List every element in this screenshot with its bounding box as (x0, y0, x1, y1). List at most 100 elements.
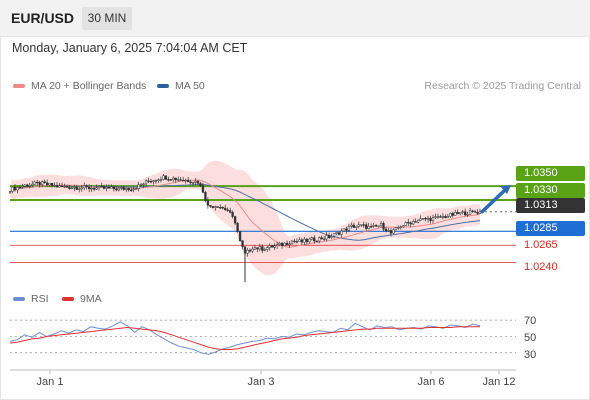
candle-body (337, 232, 341, 235)
candle-body (31, 183, 34, 186)
candle-body (50, 183, 54, 187)
candle-body (120, 187, 123, 189)
candle-body (288, 243, 291, 245)
candle-body (449, 213, 452, 217)
candle-body (216, 206, 219, 208)
candle-body (325, 235, 328, 240)
candle-body (303, 238, 306, 243)
candle-body (357, 224, 360, 227)
candle-body (43, 181, 46, 184)
rsi-line (9, 321, 481, 355)
header-bar: EUR/USD 30 MIN (0, 0, 590, 37)
candle-body (115, 188, 118, 191)
candle-body (268, 245, 271, 248)
candle-body (219, 207, 222, 209)
x-tick-jan6: Jan 6 (417, 376, 445, 388)
candle-body (90, 188, 93, 190)
candle-body (280, 242, 284, 246)
candle-body (23, 184, 26, 187)
level-label-4: 1.0285 (516, 221, 585, 236)
candle-body (21, 186, 24, 188)
candle-body (209, 205, 212, 207)
candle-body (33, 181, 36, 185)
candle-body (468, 210, 472, 215)
candle-body (251, 248, 254, 252)
candle-body (313, 237, 316, 242)
candle-body (308, 238, 311, 242)
candle-body (414, 221, 417, 223)
candle-body (397, 227, 400, 229)
candle-body (38, 182, 41, 185)
candle-body (417, 220, 420, 223)
candle-body (412, 221, 415, 225)
candle-body (473, 211, 477, 213)
candle-body (105, 187, 108, 189)
candle-body (135, 188, 138, 190)
candle-body (377, 225, 380, 227)
candle-body (461, 211, 464, 213)
candle-body (421, 218, 425, 220)
candle-body (100, 185, 103, 188)
candle-body (248, 249, 252, 252)
candle-body (48, 183, 51, 186)
candle-body (177, 179, 180, 181)
legend-label-9ma: 9MA (80, 293, 102, 305)
candle-body (454, 212, 457, 216)
level-label-6: 1.0240 (524, 261, 558, 273)
rsi-tick-70: 70 (524, 315, 537, 327)
candle-body (446, 216, 449, 218)
candle-body (236, 222, 239, 232)
candle-body (347, 226, 351, 231)
legend-swatch-rsi (13, 297, 25, 302)
candle-body (147, 180, 150, 182)
candle-body (374, 225, 378, 227)
candle-body (426, 217, 430, 220)
candle-body (392, 229, 395, 234)
candle-body (88, 186, 91, 189)
candle-body (402, 225, 405, 228)
candle-body (372, 225, 375, 227)
candle-body (273, 245, 276, 248)
candle-body (206, 200, 210, 206)
rsi-tick-50: 50 (524, 332, 537, 344)
candle-body (387, 230, 390, 232)
candle-body (290, 240, 294, 245)
candle-body (172, 177, 175, 181)
candle-body (350, 224, 353, 227)
candle-body (327, 235, 331, 238)
candle-body (271, 245, 274, 248)
candle-body (456, 212, 459, 215)
candle-body (424, 218, 427, 220)
candle-body (464, 211, 467, 216)
candle-body (179, 179, 182, 181)
candle-body (241, 240, 244, 248)
level-label-5: 1.0265 (524, 239, 558, 251)
candle-body (399, 226, 402, 228)
candle-body (132, 188, 135, 191)
candle-body (298, 239, 301, 242)
legend-swatch-ma-bb (13, 84, 25, 89)
candle-body (130, 189, 133, 191)
level-label-1: 1.0350 (516, 166, 585, 181)
candle-body (335, 232, 338, 234)
bollinger-bands (10, 160, 480, 276)
candle-body (55, 185, 59, 188)
candle-body (152, 180, 155, 182)
candle-body (110, 186, 113, 189)
candle-body (78, 188, 81, 190)
candle-body (459, 212, 462, 215)
timeframe-badge[interactable]: 30 MIN (82, 7, 132, 30)
candle-body (194, 180, 197, 183)
candle-body (238, 231, 242, 241)
candle-body (112, 186, 116, 190)
candle-body (315, 240, 318, 242)
candle-body (142, 183, 145, 185)
rsi-tick-30: 30 (524, 349, 537, 361)
candle-body (407, 222, 410, 224)
candle-body (355, 226, 358, 228)
candle-body (283, 242, 286, 246)
candle-body (204, 192, 207, 201)
candle-body (154, 180, 158, 182)
candle-body (199, 183, 202, 186)
